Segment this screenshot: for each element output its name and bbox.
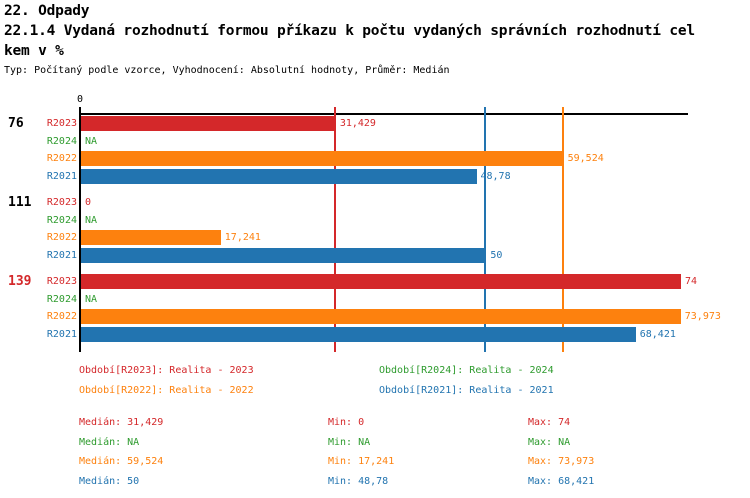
stat-max-r2023: Max: 74: [528, 417, 571, 428]
bar-r2023: [81, 274, 681, 289]
bar-r2021: [81, 247, 487, 263]
zero-gridline: [79, 107, 81, 352]
bar-r2023: [81, 116, 336, 131]
group-label: 139: [8, 274, 32, 289]
bar-series-label: R2022: [46, 232, 77, 243]
bar-series-label: R2024: [46, 214, 77, 226]
x-axis-tick-label: 0: [76, 94, 84, 105]
legend-item-r2021: Období[R2021]: Realita - 2021: [379, 385, 554, 396]
bar-series-label: R2022: [46, 153, 77, 164]
x-axis-line: [79, 113, 688, 115]
stat-min-r2022: Min: 17,241: [328, 456, 395, 467]
bar-value-label: NA: [85, 214, 98, 226]
bar-series-label: R2024: [46, 135, 77, 147]
stat-median-r2022: Medián: 59,524: [79, 456, 164, 467]
indicator-title-line1: 22.1.4 Vydaná rozhodnutí formou příkazu …: [4, 23, 695, 39]
bar-series-label: R2023: [46, 276, 77, 287]
bar-value-label: 0: [85, 197, 92, 208]
bar-value-label: 73,973: [684, 311, 721, 322]
bar-series-label: R2021: [46, 249, 77, 261]
median-gridline-r2021: [484, 107, 487, 352]
bar-value-label: 31,429: [339, 118, 376, 129]
group-label: 111: [8, 195, 32, 210]
indicator-meta: Typ: Počítaný podle vzorce, Vyhodnocení:…: [4, 65, 450, 76]
stat-median-r2024: Medián: NA: [79, 437, 140, 448]
bar-series-label: R2021: [46, 328, 77, 340]
bar-r2022: [81, 151, 564, 166]
bar-value-label: 74: [685, 276, 698, 287]
median-gridline-r2023: [333, 107, 336, 352]
bar-r2022: [81, 309, 681, 324]
bar-value-label: 48,78: [480, 170, 511, 182]
stat-max-r2024: Max: NA: [528, 437, 571, 448]
bar-series-label: R2023: [46, 197, 77, 208]
stat-max-r2022: Max: 73,973: [528, 456, 595, 467]
bar-series-label: R2024: [46, 293, 77, 305]
legend-item-r2022: Období[R2022]: Realita - 2022: [79, 385, 254, 396]
bar-value-label: NA: [85, 293, 98, 305]
stat-median-r2021: Medián: 50: [79, 476, 140, 487]
group-label: 76: [8, 116, 24, 131]
bar-value-label: 50: [490, 249, 503, 261]
bar-value-label: 68,421: [639, 328, 676, 340]
stat-min-r2021: Min: 48,78: [328, 476, 389, 487]
bar-value-label: 17,241: [224, 232, 261, 243]
bar-r2022: [81, 230, 221, 245]
bar-r2021: [81, 168, 477, 184]
stat-min-r2024: Min: NA: [328, 437, 371, 448]
stat-min-r2023: Min: 0: [328, 417, 365, 428]
bar-series-label: R2022: [46, 311, 77, 322]
stat-median-r2023: Medián: 31,429: [79, 417, 164, 428]
indicator-title-line2: kem v %: [4, 43, 64, 59]
bar-value-label: NA: [85, 135, 98, 147]
bar-series-label: R2023: [46, 118, 77, 129]
legend-item-r2023: Období[R2023]: Realita - 2023: [79, 365, 254, 376]
bar-series-label: R2021: [46, 170, 77, 182]
legend-item-r2024: Období[R2024]: Realita - 2024: [379, 365, 554, 376]
stat-max-r2021: Max: 68,421: [528, 476, 595, 487]
bar-r2021: [81, 326, 636, 342]
bar-value-label: 59,524: [567, 153, 604, 164]
median-gridline-r2022: [561, 107, 564, 352]
section-title: 22. Odpady: [4, 3, 90, 19]
